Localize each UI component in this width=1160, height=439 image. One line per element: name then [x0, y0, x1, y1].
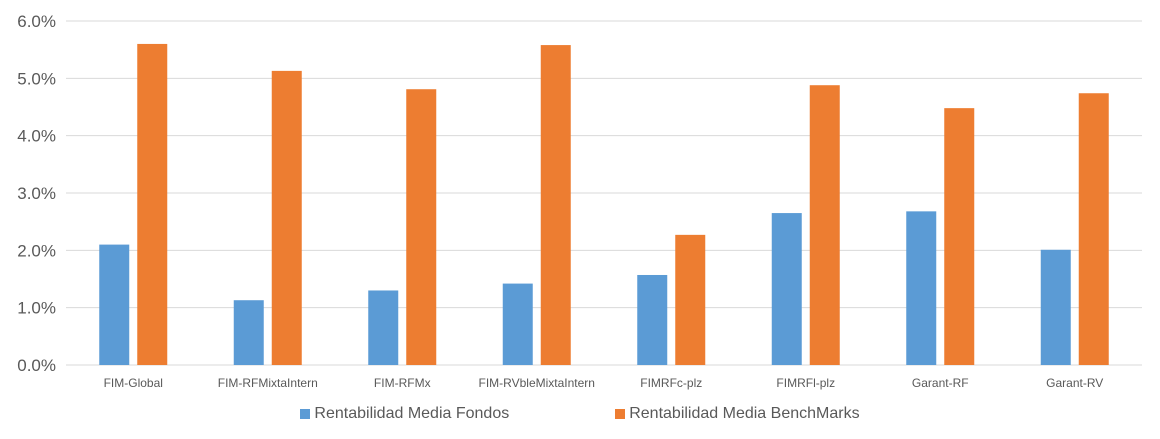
bar-benchmarks	[675, 234, 706, 365]
legend-item-benchmarks: Rentabilidad Media BenchMarks	[615, 405, 860, 423]
y-tick-label: 6.0%	[17, 12, 56, 31]
bar-benchmarks	[406, 89, 437, 365]
y-tick-label: 4.0%	[17, 127, 56, 146]
x-tick-label: FIM-Global	[104, 376, 163, 390]
legend-label-benchmarks: Rentabilidad Media BenchMarks	[629, 405, 860, 422]
legend-label-fondos: Rentabilidad Media Fondos	[314, 405, 510, 422]
bar-fondos	[1040, 249, 1071, 365]
legend-swatch-benchmarks	[615, 409, 626, 419]
y-tick-label: 1.0%	[17, 299, 56, 318]
bar-fondos	[368, 290, 399, 365]
bar-benchmarks	[944, 108, 975, 365]
bar-benchmarks	[271, 70, 302, 365]
legend-swatch-fondos	[300, 409, 311, 419]
x-tick-label: FIMRFl-plz	[776, 376, 835, 390]
bar-fondos	[771, 213, 802, 365]
bar-fondos	[637, 274, 668, 365]
x-tick-label: FIM-RVbleMixtaIntern	[479, 376, 595, 390]
bar-fondos	[906, 211, 937, 365]
chart-legend: Rentabilidad Media Fondos Rentabilidad M…	[0, 405, 1160, 423]
bar-benchmarks	[137, 43, 168, 365]
y-tick-label: 3.0%	[17, 184, 56, 203]
y-tick-label: 0.0%	[17, 356, 56, 375]
legend-item-fondos: Rentabilidad Media Fondos	[300, 405, 509, 423]
bar-benchmarks	[540, 45, 571, 366]
x-tick-label: Garant-RV	[1046, 376, 1103, 390]
y-tick-label: 5.0%	[17, 69, 56, 88]
y-tick-label: 2.0%	[17, 241, 56, 260]
bar-fondos	[502, 283, 533, 365]
bar-benchmarks	[1078, 93, 1109, 366]
bar-benchmarks	[809, 85, 840, 366]
x-tick-label: FIM-RFMx	[374, 376, 431, 390]
bar-chart-plot: 0.0% 1.0% 2.0% 3.0% 4.0% 5.0% 6.0% FIM-Global FI…	[17, 12, 1142, 390]
x-tick-label: FIMRFc-plz	[640, 376, 702, 390]
x-tick-label: FIM-RFMixtaIntern	[218, 376, 318, 390]
bar-fondos	[99, 244, 130, 365]
bar-fondos	[233, 300, 264, 365]
x-tick-label: Garant-RF	[912, 376, 969, 390]
